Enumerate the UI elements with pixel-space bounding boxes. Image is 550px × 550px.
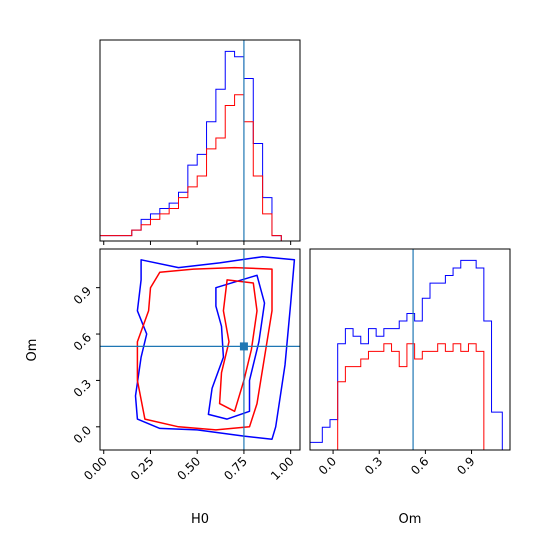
om-y-tick-label: 0.6 [71,330,94,353]
h0-x-tick-label: 0.25 [128,454,157,483]
h0-marginal-ticks [103,241,292,245]
om-x-tick-label: 0.6 [408,454,431,477]
x-axis-label-h0: H0 [191,512,209,527]
om-marginal-frame [309,248,511,451]
om-x-tick-label: 0.0 [316,454,339,477]
h0-x-tick-label: 0.00 [81,454,110,483]
hist-series-red [99,94,282,241]
hist-series-red [310,343,503,451]
contour-red-0 [136,266,273,431]
contour-red-1 [218,279,258,413]
h0-marginal-frame [99,39,301,242]
x-axis-label-om: Om [399,512,422,527]
om-y-tick-label: 0.9 [71,284,94,307]
y-axis-label-om: Om [25,339,40,362]
om-marginal-panel: 0.0 0.3 0.6 0.9 Om [309,248,511,527]
joint-panel: 0.00 0.25 0.50 0.75 1.00 0.0 0.3 0.6 0.9 H0 Om [25,248,301,527]
om-marginal-hist-group [309,259,503,451]
h0-marginal-hist-group [99,50,282,241]
om-marginal-ticks: 0.0 0.3 0.6 0.9 [316,450,478,478]
joint-truth-marker [239,342,248,351]
om-x-tick-label: 0.9 [454,454,477,477]
joint-contours-group [134,255,296,440]
contour-blue-0 [134,255,296,440]
hist-series-blue [99,50,282,241]
h0-marginal-panel [99,39,301,245]
om-y-tick-label: 0.3 [71,377,94,400]
h0-x-tick-label: 0.50 [175,454,204,483]
h0-x-tick-label: 0.75 [221,454,250,483]
h0-x-tick-label: 1.00 [268,454,297,483]
contour-blue-1 [207,274,266,420]
hist-series-blue [309,259,503,450]
joint-frame [99,248,301,451]
om-x-tick-label: 0.3 [362,454,385,477]
om-y-tick-label: 0.0 [71,423,94,446]
